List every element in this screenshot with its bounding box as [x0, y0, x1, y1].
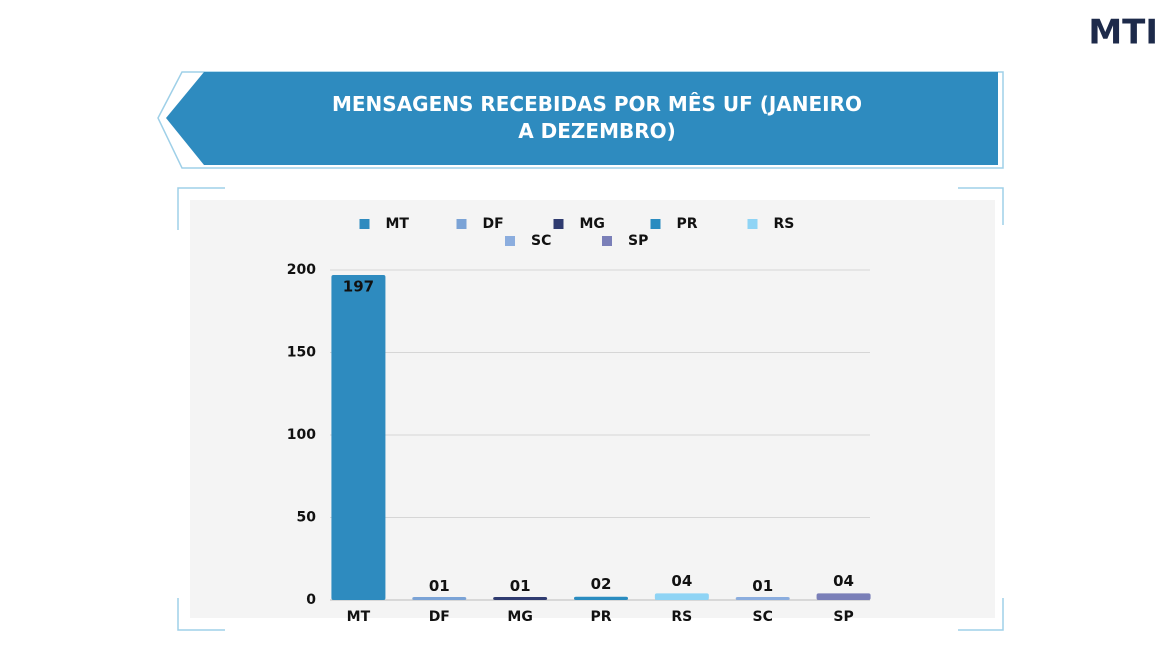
value-label: 02: [591, 575, 612, 593]
legend-swatch: [650, 219, 661, 229]
y-tick-label: 200: [287, 262, 316, 278]
x-tick-label: SC: [753, 609, 773, 625]
legend-label: RS: [774, 216, 795, 232]
bar: [654, 593, 709, 600]
bar: [816, 593, 871, 600]
legend-label: SP: [628, 233, 648, 249]
y-tick-label: 150: [287, 345, 316, 361]
bar: [574, 596, 628, 600]
legend-label: MT: [386, 216, 410, 232]
banner: [166, 72, 998, 165]
y-tick-label: 0: [306, 592, 316, 608]
bar: [331, 274, 386, 600]
y-tick-label: 100: [287, 427, 316, 443]
legend-label: PR: [677, 216, 698, 232]
value-label: 197: [343, 277, 374, 295]
value-label: 04: [671, 572, 692, 590]
bar: [493, 597, 548, 600]
banner-outline: [157, 71, 1004, 169]
legend-swatch: [553, 219, 564, 229]
legend-swatch: [747, 219, 758, 229]
value-label: 01: [429, 577, 450, 595]
legend-swatch: [505, 236, 515, 246]
value-label: 01: [752, 577, 773, 595]
chart-title: MENSAGENS RECEBIDAS POR MÊS UF (JANEIRO A…: [332, 92, 862, 143]
logo: MTI: [1088, 13, 1158, 53]
x-tick-label: PR: [590, 609, 611, 625]
legend-label: MG: [580, 216, 605, 232]
x-tick-label: DF: [429, 609, 450, 625]
x-tick-label: SP: [833, 609, 853, 625]
y-tick-label: 50: [297, 510, 317, 526]
bar: [412, 597, 467, 600]
x-tick-label: RS: [671, 609, 692, 625]
x-tick-label: MG: [507, 609, 532, 625]
bar: [735, 597, 790, 600]
legend-swatch: [456, 219, 467, 229]
legend-label: DF: [483, 216, 504, 232]
legend-swatch: [602, 236, 612, 246]
panel-brackets: [177, 187, 1004, 631]
value-label: 04: [833, 572, 854, 590]
x-tick-label: MT: [347, 609, 371, 625]
legend-label: SC: [531, 233, 551, 249]
legend-swatch: [359, 219, 370, 229]
value-label: 01: [510, 577, 531, 595]
